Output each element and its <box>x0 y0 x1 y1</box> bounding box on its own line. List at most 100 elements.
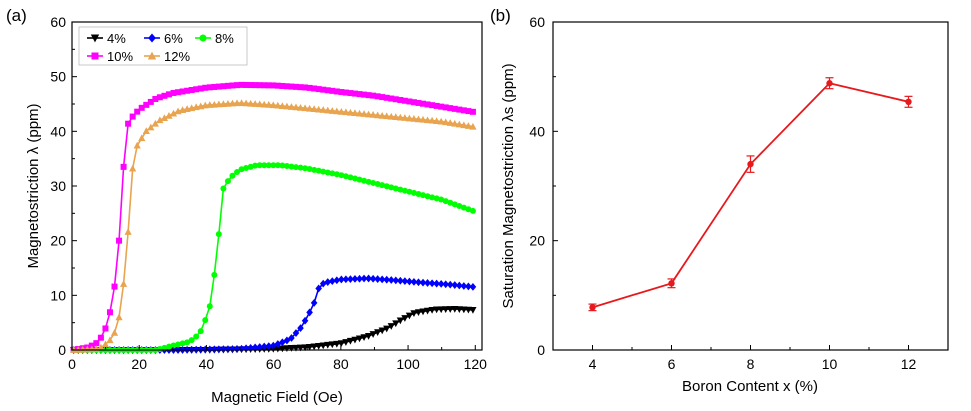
data-point <box>134 108 141 115</box>
data-point <box>360 334 368 342</box>
data-point <box>378 275 386 284</box>
data-point <box>247 343 254 352</box>
data-point <box>397 276 404 285</box>
data-point <box>420 100 427 107</box>
a-ytick-label: 10 <box>50 287 66 303</box>
data-point <box>184 339 191 346</box>
data-point <box>338 275 345 284</box>
data-point <box>378 327 386 335</box>
data-point <box>333 107 341 115</box>
legend-item: 10% <box>87 49 133 64</box>
data-point <box>433 117 441 125</box>
data-point-group <box>746 155 755 173</box>
data-point <box>469 207 476 214</box>
panel-b-series <box>588 77 913 312</box>
data-point <box>442 306 450 314</box>
data-point <box>360 110 368 117</box>
data-point <box>242 99 250 107</box>
data-point <box>265 162 272 169</box>
data-point <box>211 83 218 90</box>
data-point <box>238 166 245 173</box>
panel-a-frame <box>71 21 483 351</box>
data-point <box>252 82 259 89</box>
data-point <box>379 94 386 101</box>
data-point <box>419 308 427 316</box>
a-xtick-label: 120 <box>464 356 488 372</box>
data-point <box>419 278 427 287</box>
panel-a-legend: 4% 6% 8% 10% 12% <box>78 26 248 66</box>
data-point <box>274 340 282 348</box>
panel-a-label: (a) <box>6 6 27 25</box>
a-ytick-label: 40 <box>50 123 66 139</box>
data-point <box>415 191 422 198</box>
data-point <box>169 109 178 117</box>
data-point <box>279 338 286 347</box>
data-point <box>297 324 304 333</box>
data-point <box>292 83 299 90</box>
data-point <box>129 113 136 120</box>
data-point <box>456 106 463 113</box>
data-point <box>433 195 440 202</box>
data-point <box>315 342 323 350</box>
data-point <box>374 329 382 337</box>
legend-marker <box>91 52 99 60</box>
data-point <box>229 82 236 89</box>
b-xtick-label: 4 <box>589 356 597 372</box>
data-point <box>297 84 304 91</box>
data-point <box>229 172 236 179</box>
data-point <box>106 336 114 344</box>
data-point <box>456 202 463 209</box>
legend-item: 12% <box>144 49 190 64</box>
data-point <box>333 276 341 285</box>
data-point <box>410 310 418 318</box>
data-point <box>193 333 200 340</box>
data-point <box>238 344 245 353</box>
data-point <box>283 163 290 170</box>
panel-a-ticks: 0 20 40 60 80 100 120 0 10 20 30 40 50 60 <box>50 14 487 372</box>
legend-label: 8% <box>215 31 234 46</box>
data-point <box>401 277 409 286</box>
panel-a-xlabel: Magnetic Field (Oe) <box>211 389 343 406</box>
data-point <box>346 337 355 345</box>
legend-marker <box>148 33 156 43</box>
data-point <box>315 105 323 113</box>
data-point <box>342 89 349 96</box>
data-point <box>224 178 231 185</box>
data-point <box>437 306 445 314</box>
data-point <box>156 94 163 101</box>
legend-item: 4% <box>87 31 126 46</box>
data-point <box>147 123 155 131</box>
data-point <box>260 100 268 108</box>
data-point <box>469 108 476 115</box>
data-point <box>156 116 164 124</box>
data-point <box>401 97 408 104</box>
data-point <box>337 340 345 348</box>
data-point <box>464 122 472 129</box>
data-point <box>274 345 282 353</box>
data-point <box>747 160 754 168</box>
data-point <box>283 336 291 345</box>
data-point <box>234 169 241 176</box>
data-point <box>668 280 675 287</box>
data-point <box>465 282 472 291</box>
data-point <box>247 99 255 107</box>
data-point <box>433 306 441 314</box>
data-point <box>446 306 454 313</box>
data-point <box>206 303 213 310</box>
data-point <box>306 308 313 317</box>
data-point <box>260 342 268 351</box>
data-point <box>256 162 263 169</box>
data-point <box>342 339 350 346</box>
data-point <box>247 82 254 89</box>
data-point <box>188 337 195 344</box>
a-xtick-label: 0 <box>68 356 76 372</box>
a-ytick-label: 20 <box>50 233 66 249</box>
data-point <box>429 194 436 201</box>
data-point <box>392 96 399 103</box>
data-point <box>451 201 458 208</box>
series-line <box>592 82 909 309</box>
data-point <box>211 345 218 354</box>
data-point-group <box>825 77 834 90</box>
data-point <box>351 109 359 117</box>
